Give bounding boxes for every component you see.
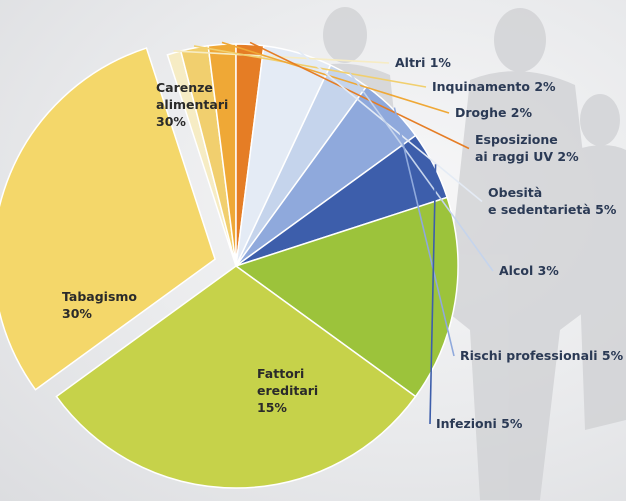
label-droghe: Droghe 2% [455, 105, 533, 120]
label-obesita-e-sedentarieta: Obesità e sedentarietà 5% [488, 185, 617, 217]
leader-inquinamento [193, 45, 427, 88]
leader-esposizione-ai-raggi-uv [249, 41, 470, 150]
leader-infezioni [429, 164, 437, 425]
label-fattori-ereditari: Fattori ereditari 15% [257, 366, 318, 415]
label-carenze-alimentari: Carenze alimentari 30% [156, 80, 228, 129]
leader-obesita-e-sedentarieta [297, 50, 483, 203]
leader-rischi-professionali [393, 107, 455, 357]
label-rischi-professionali: Rischi professionali 5% [460, 348, 624, 363]
label-alcol: Alcol 3% [499, 263, 559, 278]
slice-labels: Carenze alimentari 30% Altri 1% Inquinamento… [62, 55, 624, 431]
label-esposizione-ai-raggi-uv: Esposizione ai raggi UV 2% [475, 132, 579, 164]
label-altri: Altri 1% [395, 55, 451, 70]
leader-droghe [221, 41, 450, 114]
leader-lines [173, 41, 494, 425]
label-inquinamento: Inquinamento 2% [432, 79, 556, 94]
pie-slices [0, 43, 459, 489]
leader-alcol [349, 72, 494, 272]
label-tabagismo: Tabagismo 30% [62, 289, 137, 321]
slice-carenze-alimentari [0, 47, 216, 391]
label-infezioni: Infezioni 5% [436, 416, 523, 431]
slice-tabagismo [55, 265, 417, 489]
